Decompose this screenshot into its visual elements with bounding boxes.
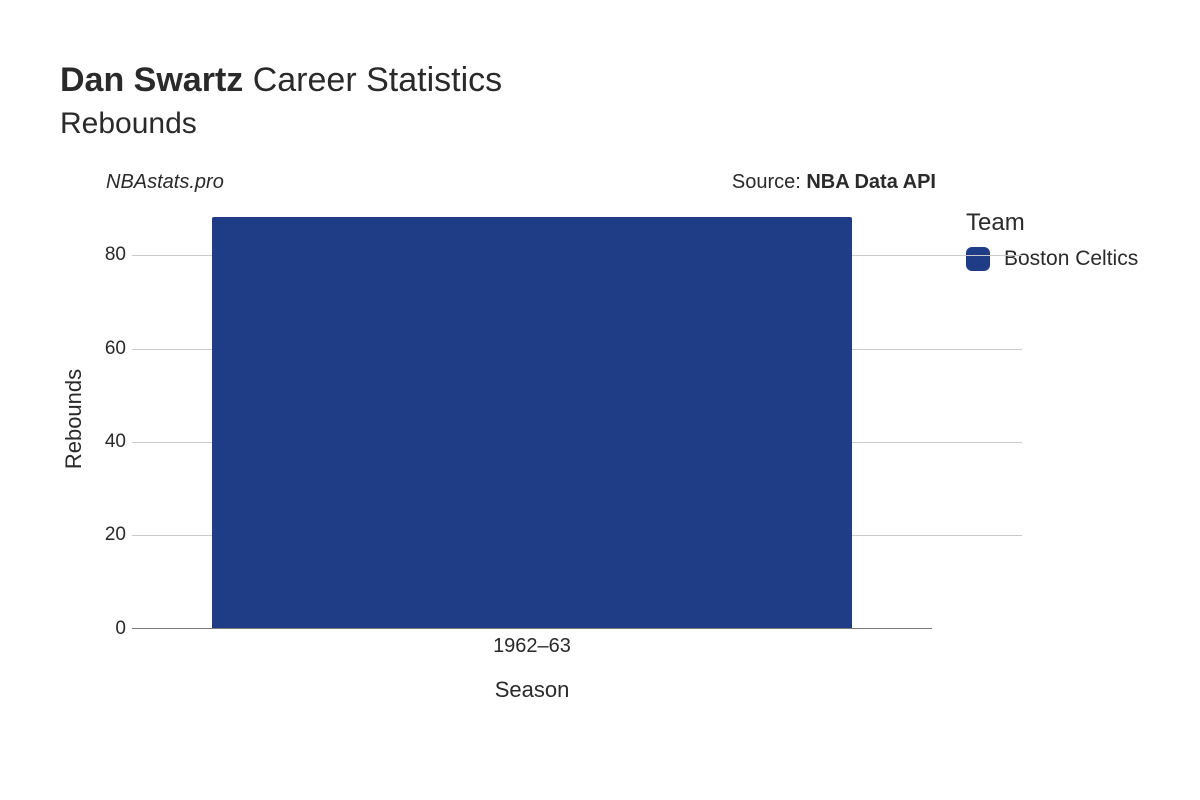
legend: Team Boston Celtics bbox=[966, 209, 1138, 279]
chart-container: Dan Swartz Career Statistics Rebounds NB… bbox=[0, 0, 1200, 800]
chart-zone: Rebounds 0 20 40 60 80 1962–63 Season Team B… bbox=[60, 209, 1140, 703]
y-axis-label: Rebounds bbox=[61, 369, 87, 469]
title-bold: Dan Swartz bbox=[60, 61, 243, 99]
chart-subtitle: Rebounds bbox=[60, 107, 1140, 141]
credit-site: NBAstats.pro bbox=[106, 171, 224, 194]
bar bbox=[212, 217, 852, 628]
plot-area bbox=[132, 209, 932, 629]
plot-row: 020406080 bbox=[88, 209, 932, 629]
y-tick-label: 40 bbox=[105, 431, 126, 453]
credit-source-name: NBA Data API bbox=[806, 171, 936, 193]
y-tick-label: 20 bbox=[105, 524, 126, 546]
credit-source-prefix: Source: bbox=[732, 171, 806, 193]
y-tick-label: 80 bbox=[105, 244, 126, 266]
y-tick-label: 0 bbox=[115, 618, 126, 640]
chart-title: Dan Swartz Career Statistics bbox=[60, 60, 1140, 101]
title-rest: Career Statistics bbox=[243, 61, 502, 99]
plot-column: 0 20 40 60 80 1962–63 Season bbox=[88, 209, 932, 703]
legend-item: Boston Celtics bbox=[966, 247, 1138, 271]
legend-title: Team bbox=[966, 209, 1138, 237]
credits-row: NBAstats.pro Source: NBA Data API bbox=[106, 171, 936, 201]
y-axis-ticks: 020406080 bbox=[88, 209, 132, 629]
y-axis-label-wrap: Rebounds bbox=[60, 209, 88, 629]
x-axis-ticks: 1962–63 bbox=[132, 629, 932, 661]
y-tick-label: 60 bbox=[105, 338, 126, 360]
legend-items: Boston Celtics bbox=[966, 247, 1138, 271]
x-tick-label: 1962–63 bbox=[493, 635, 571, 658]
credit-source: Source: NBA Data API bbox=[732, 171, 936, 194]
legend-label: Boston Celtics bbox=[1004, 247, 1138, 271]
x-axis-label: Season bbox=[132, 677, 932, 703]
legend-swatch bbox=[966, 247, 990, 271]
